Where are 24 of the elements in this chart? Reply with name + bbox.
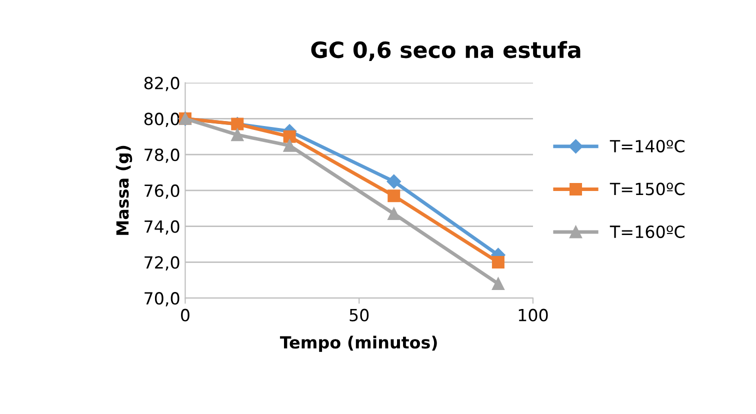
point bbox=[388, 190, 400, 202]
point bbox=[231, 128, 244, 142]
x-tick-label: 0 bbox=[181, 308, 190, 322]
y-tick-label: 74,0 bbox=[144, 220, 180, 235]
y-tick-label: 70,0 bbox=[144, 292, 180, 306]
legend-label: T=140ºC bbox=[610, 140, 684, 152]
x-tick-label: 100 bbox=[518, 308, 548, 322]
legend-label: T=160ºC bbox=[610, 225, 684, 238]
chart-title: GC 0,6 seco na estufa bbox=[311, 40, 580, 62]
point bbox=[388, 208, 400, 220]
y-tick-label: 76,0 bbox=[144, 184, 180, 199]
y-tick-label: 80,0 bbox=[144, 112, 180, 127]
point bbox=[386, 174, 401, 189]
y-axis-title: Massa (g) bbox=[116, 146, 132, 235]
point bbox=[492, 256, 504, 268]
y-tick-label: 82,0 bbox=[144, 76, 180, 92]
legend-label: T=150ºC bbox=[610, 182, 684, 196]
x-axis-title: Tempo (minutos) bbox=[280, 336, 437, 352]
point bbox=[283, 139, 296, 152]
y-tick-label: 78,0 bbox=[144, 148, 180, 163]
point bbox=[492, 277, 504, 290]
point bbox=[283, 130, 296, 143]
y-tick-label: 72,0 bbox=[144, 256, 180, 270]
x-tick-label: 50 bbox=[350, 308, 369, 322]
